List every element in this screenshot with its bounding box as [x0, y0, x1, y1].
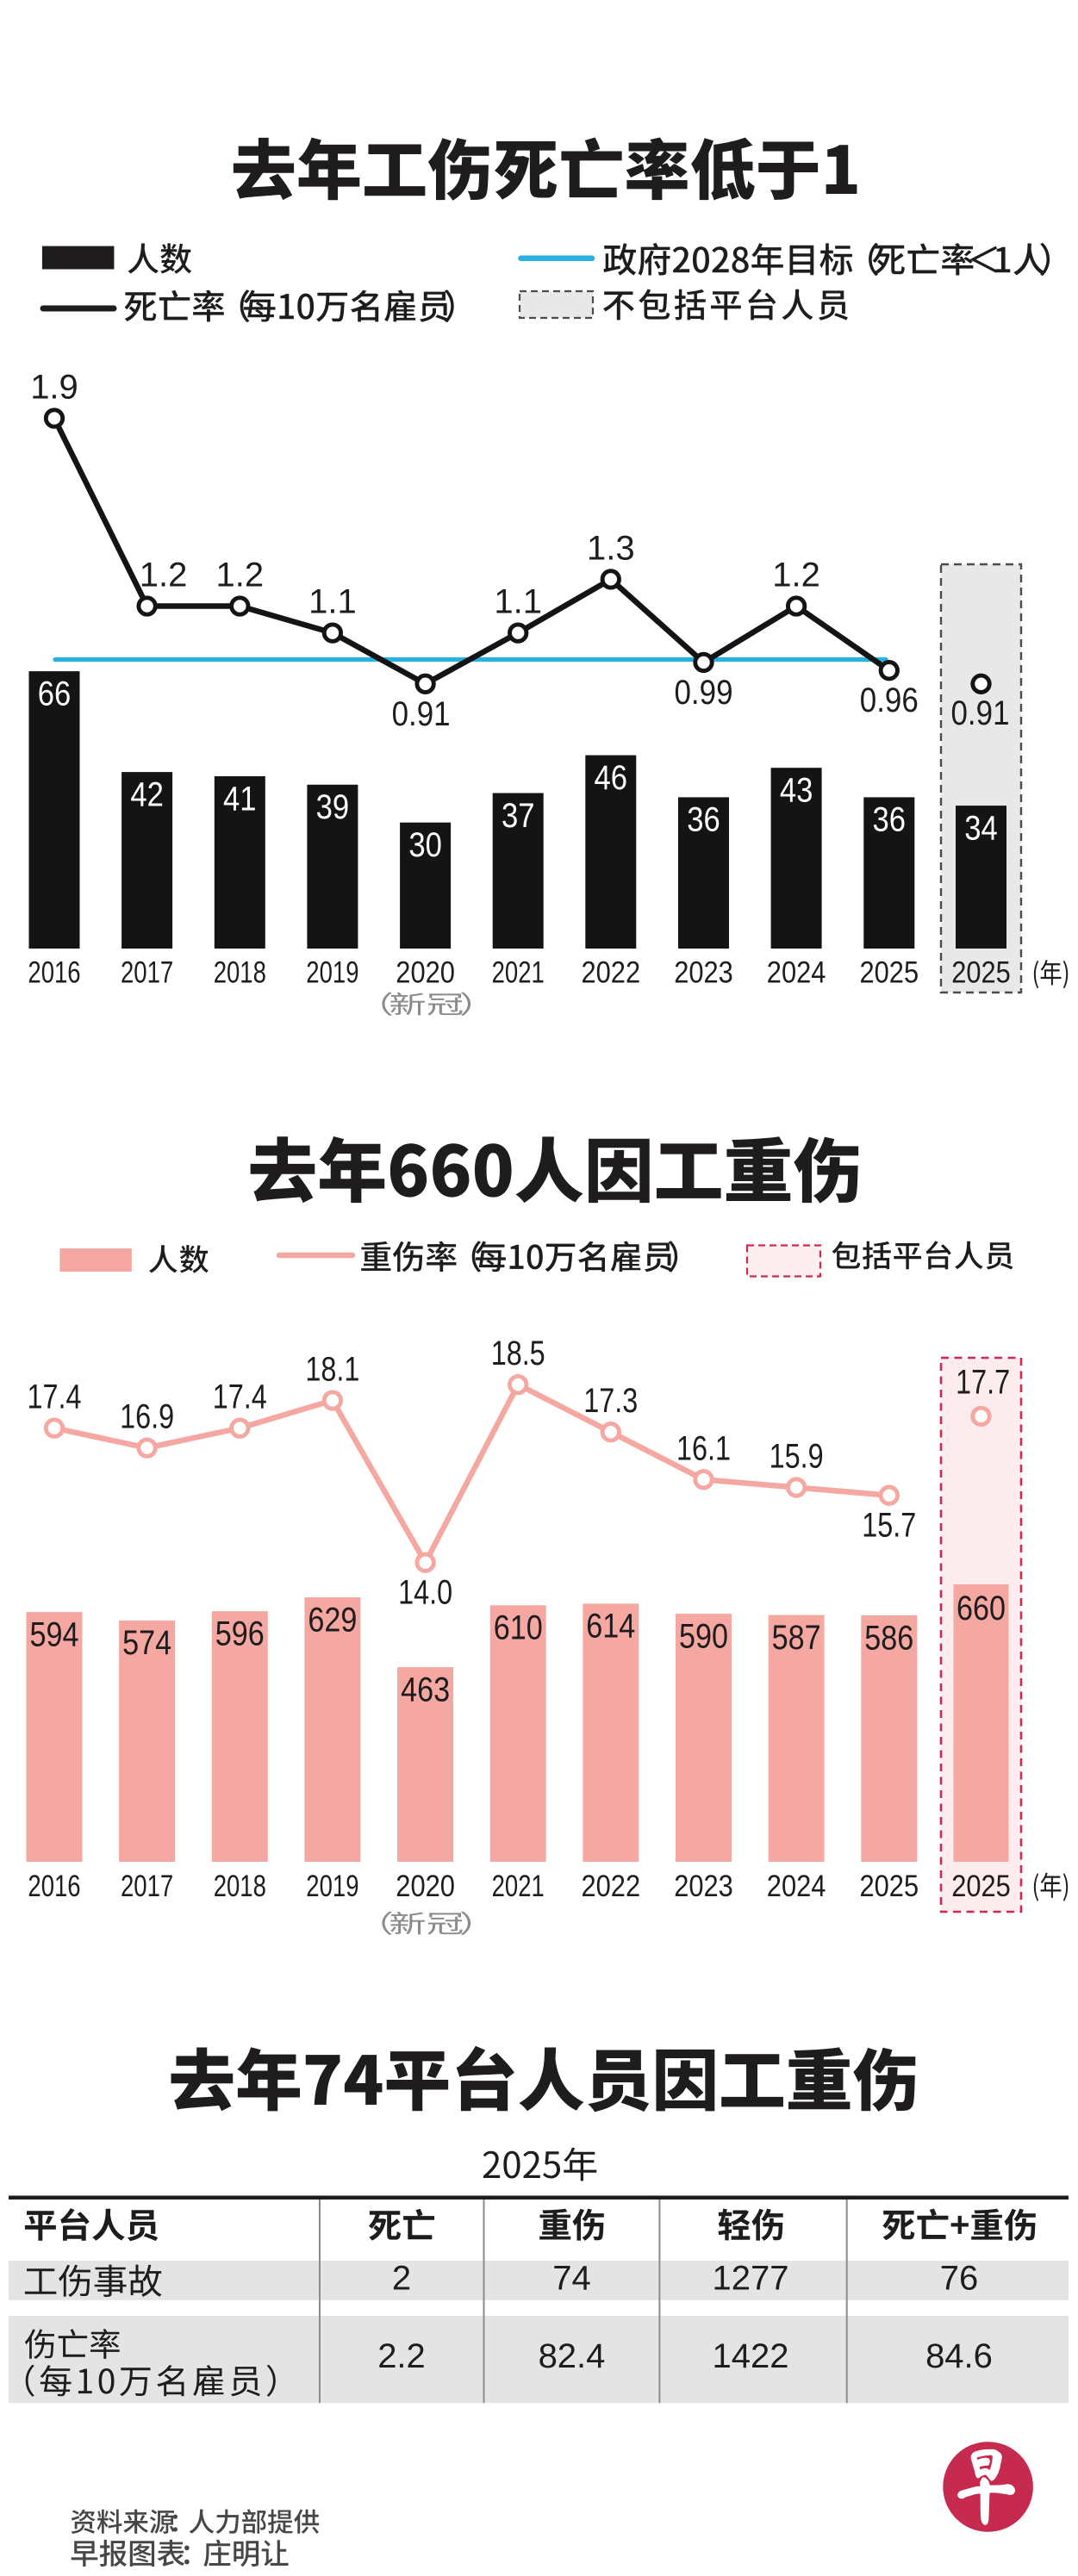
svg-text:1422: 1422: [713, 2337, 789, 2375]
svg-text:1.2: 1.2: [215, 557, 264, 594]
svg-text:610: 610: [494, 1609, 543, 1647]
svg-text:2017: 2017: [121, 955, 173, 989]
svg-text:15.7: 15.7: [862, 1507, 916, 1545]
svg-text:594: 594: [30, 1615, 79, 1653]
svg-text:84.6: 84.6: [925, 2337, 993, 2375]
svg-text:1.2: 1.2: [140, 557, 188, 594]
svg-text:82.4: 82.4: [539, 2337, 606, 2375]
svg-text:30: 30: [408, 826, 442, 864]
svg-text:2021: 2021: [492, 955, 545, 989]
svg-text:16.9: 16.9: [120, 1398, 174, 1436]
svg-text:16.1: 16.1: [676, 1429, 731, 1467]
svg-text:36: 36: [687, 801, 720, 839]
svg-text:34: 34: [964, 809, 998, 847]
svg-text:17.3: 17.3: [583, 1382, 638, 1420]
svg-text:17.7: 17.7: [956, 1363, 1010, 1401]
svg-text:2024: 2024: [767, 955, 826, 989]
svg-text:586: 586: [864, 1619, 913, 1657]
svg-text:2016: 2016: [28, 1869, 80, 1903]
svg-text:0.91: 0.91: [392, 695, 451, 733]
svg-text:17.4: 17.4: [213, 1378, 267, 1416]
svg-text:74: 74: [552, 2259, 591, 2297]
svg-text:42: 42: [130, 775, 164, 813]
svg-text:2018: 2018: [214, 1869, 266, 1903]
svg-text:614: 614: [586, 1608, 635, 1646]
svg-text:1.1: 1.1: [494, 583, 542, 621]
svg-text:41: 41: [223, 780, 257, 818]
svg-text:76: 76: [940, 2259, 979, 2297]
svg-text:18.5: 18.5: [491, 1335, 545, 1372]
svg-text:590: 590: [679, 1617, 728, 1655]
svg-text:574: 574: [122, 1624, 171, 1662]
svg-text:2021: 2021: [492, 1869, 545, 1903]
svg-text:2.2: 2.2: [377, 2337, 426, 2375]
svg-text:39: 39: [316, 788, 350, 826]
svg-text:2017: 2017: [121, 1869, 173, 1903]
svg-text:1277: 1277: [713, 2259, 789, 2297]
svg-text:0.96: 0.96: [860, 681, 919, 719]
svg-text:2022: 2022: [582, 1869, 641, 1903]
svg-text:37: 37: [502, 797, 535, 835]
svg-text:2023: 2023: [674, 955, 733, 989]
svg-text:587: 587: [772, 1619, 821, 1657]
svg-text:2022: 2022: [582, 955, 641, 989]
svg-text:2025: 2025: [951, 1869, 1011, 1903]
svg-text:629: 629: [308, 1601, 357, 1639]
svg-text:1.3: 1.3: [587, 529, 635, 567]
svg-text:2025: 2025: [951, 955, 1011, 989]
svg-text:2019: 2019: [306, 955, 358, 989]
svg-text:1.9: 1.9: [30, 369, 78, 407]
svg-text:2025: 2025: [860, 955, 919, 989]
svg-text:17.4: 17.4: [28, 1378, 82, 1416]
svg-text:0.91: 0.91: [951, 694, 1010, 732]
svg-text:1.2: 1.2: [772, 557, 820, 594]
svg-text:36: 36: [873, 801, 907, 839]
svg-text:463: 463: [401, 1671, 450, 1708]
svg-text:2018: 2018: [214, 955, 266, 989]
svg-text:2016: 2016: [28, 955, 80, 989]
svg-text:2020: 2020: [396, 955, 455, 989]
svg-text:2024: 2024: [767, 1869, 826, 1903]
svg-text:2025: 2025: [860, 1869, 919, 1903]
svg-text:660: 660: [956, 1590, 1006, 1627]
svg-text:14.0: 14.0: [398, 1574, 452, 1612]
svg-text:2023: 2023: [674, 1869, 733, 1903]
svg-text:46: 46: [595, 759, 628, 797]
svg-text:2: 2: [392, 2259, 411, 2297]
svg-text:15.9: 15.9: [770, 1438, 824, 1476]
svg-text:2019: 2019: [306, 1869, 358, 1903]
svg-text:18.1: 18.1: [305, 1351, 359, 1389]
svg-text:66: 66: [38, 675, 72, 712]
svg-text:1.1: 1.1: [308, 583, 357, 621]
svg-text:2020: 2020: [396, 1869, 455, 1903]
svg-text:596: 596: [215, 1615, 265, 1653]
svg-text:0.99: 0.99: [675, 674, 733, 712]
svg-text:43: 43: [780, 772, 813, 810]
